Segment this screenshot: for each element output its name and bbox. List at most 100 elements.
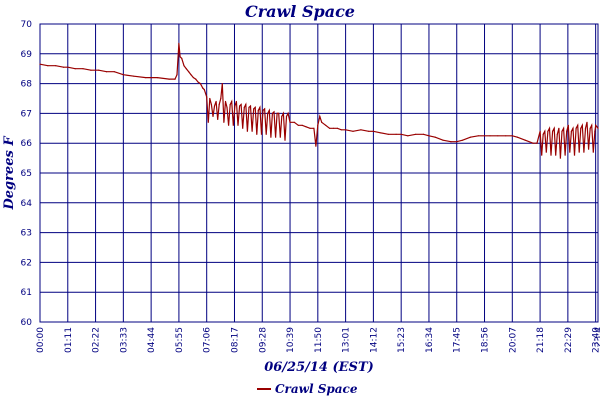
x-tick-label: 04:44 bbox=[147, 327, 157, 353]
data-point bbox=[133, 75, 135, 77]
data-point bbox=[217, 118, 219, 120]
data-point bbox=[588, 148, 590, 150]
data-point bbox=[497, 135, 499, 137]
y-tick-label: 63 bbox=[21, 229, 32, 239]
data-point bbox=[592, 151, 594, 153]
data-point bbox=[301, 124, 303, 126]
data-point bbox=[231, 100, 233, 103]
data-point bbox=[234, 105, 236, 107]
data-point bbox=[284, 139, 286, 141]
data-point bbox=[239, 105, 241, 107]
data-point bbox=[210, 103, 212, 106]
data-point bbox=[415, 133, 417, 135]
data-point bbox=[145, 77, 147, 79]
data-point bbox=[293, 121, 295, 123]
y-tick-label: 67 bbox=[21, 109, 32, 119]
data-point bbox=[379, 132, 381, 134]
y-tick-label: 69 bbox=[21, 50, 33, 60]
y-tick-label: 62 bbox=[21, 258, 32, 268]
data-point bbox=[213, 105, 216, 107]
data-point bbox=[477, 135, 479, 137]
data-point bbox=[105, 71, 108, 73]
y-tick-label: 65 bbox=[21, 169, 32, 179]
data-point bbox=[190, 74, 192, 76]
data-point bbox=[174, 78, 176, 80]
data-point bbox=[541, 154, 543, 156]
data-point bbox=[368, 130, 370, 132]
x-tick-label: 14:12 bbox=[369, 327, 379, 353]
data-point bbox=[489, 135, 491, 137]
x-tick-label: 23:40 bbox=[592, 327, 600, 353]
data-point bbox=[586, 121, 588, 123]
x-tick-label: 03:33 bbox=[119, 327, 129, 353]
data-point bbox=[156, 77, 158, 79]
series-layer bbox=[39, 42, 599, 159]
data-point bbox=[220, 97, 222, 100]
data-point bbox=[315, 145, 317, 147]
data-point bbox=[556, 133, 558, 135]
data-point bbox=[400, 133, 402, 135]
data-point bbox=[309, 127, 311, 129]
data-point bbox=[264, 108, 266, 110]
data-point bbox=[516, 136, 519, 138]
x-tick-label: 16:34 bbox=[425, 327, 435, 353]
y-axis-label: Degrees F bbox=[2, 136, 17, 211]
data-point bbox=[553, 127, 555, 129]
data-point bbox=[197, 81, 199, 83]
data-point bbox=[524, 139, 526, 141]
data-point bbox=[224, 100, 227, 103]
data-point bbox=[74, 68, 76, 70]
data-point bbox=[422, 133, 425, 135]
data-point bbox=[547, 130, 549, 132]
data-point bbox=[591, 124, 593, 126]
data-point bbox=[462, 139, 464, 141]
data-point bbox=[483, 135, 486, 137]
grid-lines bbox=[39, 23, 599, 323]
x-tick-label: 20:07 bbox=[508, 327, 518, 353]
data-point bbox=[243, 106, 245, 108]
data-point bbox=[206, 96, 208, 98]
x-tick-label: 11:50 bbox=[314, 327, 324, 353]
data-point bbox=[232, 124, 234, 126]
data-point bbox=[257, 109, 259, 111]
data-point bbox=[188, 71, 190, 73]
y-axis-ticks: 60 61 62 63 64 65 66 67 68 69 70 bbox=[21, 20, 33, 328]
data-point bbox=[268, 109, 270, 111]
data-point bbox=[267, 112, 269, 114]
data-point bbox=[583, 151, 585, 153]
data-point bbox=[569, 151, 571, 153]
data-point bbox=[273, 111, 275, 113]
data-point bbox=[271, 112, 273, 114]
data-point bbox=[589, 127, 591, 129]
data-point bbox=[550, 154, 552, 156]
data-point bbox=[235, 100, 237, 103]
data-point bbox=[265, 133, 267, 135]
data-point bbox=[552, 130, 554, 132]
data-point bbox=[279, 136, 281, 138]
data-point bbox=[595, 124, 597, 126]
data-point bbox=[407, 135, 409, 137]
data-point bbox=[181, 57, 183, 59]
data-point bbox=[270, 136, 272, 138]
data-point bbox=[248, 106, 250, 108]
x-tick-label: 00:00 bbox=[36, 327, 46, 353]
x-tick-label: 09:28 bbox=[258, 327, 268, 353]
x-tick-label: 21:18 bbox=[536, 327, 546, 353]
data-point bbox=[253, 108, 255, 110]
data-point bbox=[542, 133, 544, 135]
data-point bbox=[260, 133, 263, 135]
y-tick-label: 61 bbox=[21, 288, 32, 298]
y-tick-label: 68 bbox=[21, 80, 33, 90]
data-point bbox=[559, 157, 562, 159]
data-point bbox=[285, 115, 288, 117]
data-point bbox=[195, 78, 197, 80]
data-point bbox=[203, 89, 205, 91]
data-point bbox=[539, 130, 541, 132]
y-tick-label: 66 bbox=[21, 139, 33, 149]
data-point bbox=[536, 142, 538, 144]
legend-swatch bbox=[257, 388, 271, 390]
data-point bbox=[98, 69, 100, 71]
x-tick-label: 22:29 bbox=[564, 327, 574, 353]
data-point bbox=[215, 100, 217, 103]
